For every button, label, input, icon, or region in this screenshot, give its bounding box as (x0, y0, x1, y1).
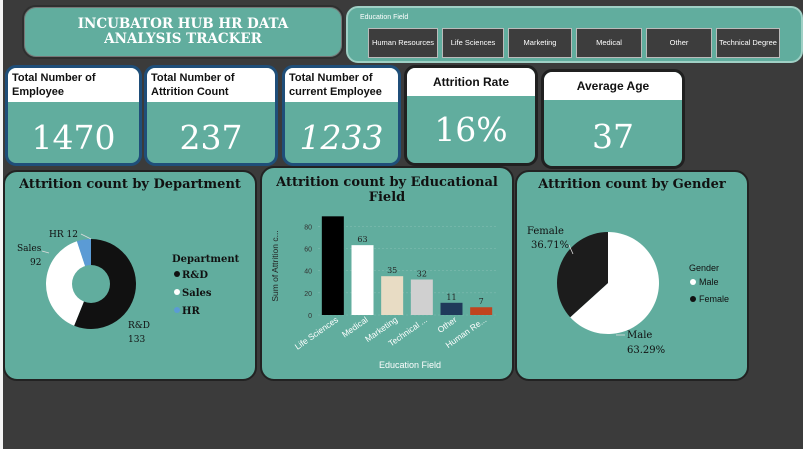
pie-slice-male[interactable] (570, 232, 659, 334)
kpi-attrition-rate: Attrition Rate 16% (404, 65, 538, 166)
kpi-value: 1233 (299, 118, 384, 157)
slicer-option-life-sciences[interactable]: Life Sciences (442, 28, 504, 58)
gender-chart-title: Attrition count by Gender (538, 177, 726, 192)
y-tick-label: 60 (304, 246, 312, 253)
bar-human-re[interactable] (470, 307, 493, 315)
slicer-option-human-resources[interactable]: Human Resources (368, 28, 438, 58)
slicer-option-other[interactable]: Other (646, 28, 712, 58)
dashboard-title-text: INCUBATOR HUB HR DATA ANALYSIS TRACKER (77, 16, 289, 47)
department-chart-panel: Attrition count by Department HR 12 Sale… (3, 170, 257, 381)
bar-data-label: 11 (446, 293, 456, 302)
kpi-label: Total Number of Employee (8, 68, 139, 102)
x-tick-label: Other (435, 314, 458, 334)
bar-data-label: 32 (417, 270, 427, 279)
gender-legend-title: Gender (689, 263, 719, 273)
legend-label-female: Female (699, 294, 729, 304)
kpi-attrition-count: Total Number of Attrition Count 237 (144, 65, 278, 166)
gender-label-male-name: Male (627, 330, 652, 341)
kpi-value: 16% (434, 110, 508, 149)
dashboard-title: INCUBATOR HUB HR DATA ANALYSIS TRACKER (22, 5, 344, 59)
dept-legend-title: Department (172, 254, 240, 265)
kpi-value: 1470 (31, 118, 116, 157)
legend-label-male: Male (699, 277, 719, 287)
legend-dot-male (690, 279, 696, 285)
kpi-label: Total Number of current Employee (285, 68, 398, 102)
kpi-label: Total Number of Attrition Count (147, 68, 275, 102)
bar-life-sciences[interactable] (321, 216, 344, 315)
y-tick-label: 0 (308, 313, 312, 320)
slicer-option-marketing[interactable]: Marketing (508, 28, 572, 58)
bar-technical[interactable] (410, 279, 433, 315)
legend-label-rd: R&D (182, 270, 208, 281)
edu-x-axis-label: Education Field (379, 360, 441, 370)
kpi-label: Attrition Rate (407, 68, 535, 96)
gender-label-female-name: Female (527, 226, 564, 237)
kpi-value: 237 (179, 118, 243, 157)
kpi-average-age: Average Age 37 (541, 69, 685, 169)
left-edge-bar (0, 0, 3, 449)
donut-hole (72, 265, 110, 303)
gender-label-female-value: 36.71% (531, 240, 569, 251)
kpi-value: 37 (592, 117, 634, 156)
legend-dot-hr (174, 307, 180, 313)
legend-label-sales: Sales (182, 288, 212, 299)
gender-pie-chart: Female 36.71% Male 63.29% Gender Male Fe… (527, 226, 729, 356)
dept-label-sales-name: Sales (17, 244, 42, 254)
legend-dot-rd (174, 271, 180, 277)
edu-y-axis-label: Sum of Attrition c... (270, 230, 280, 301)
education-chart-title: Attrition count by Educational Field (262, 175, 512, 205)
pie-slice-sales[interactable] (46, 241, 91, 326)
x-tick-label: Life Sciences (293, 314, 340, 351)
legend-dot-sales (174, 289, 180, 295)
education-chart-panel: Attrition count by Educational Field 0 20… (260, 166, 514, 381)
legend-dot-female (690, 296, 696, 302)
dept-label-rd-name: R&D (128, 321, 150, 331)
education-field-slicer: Education Field Human Resources Life Sci… (346, 6, 803, 63)
kpi-current-employees: Total Number of current Employee 1233 (282, 65, 401, 166)
bar-medical[interactable] (351, 245, 374, 315)
y-tick-label: 40 (304, 269, 312, 276)
pie-slice-female[interactable] (557, 232, 608, 318)
dept-label-hr-name: HR (49, 230, 64, 240)
gender-label-male-value: 63.29% (627, 345, 665, 356)
department-chart-title: Attrition count by Department (19, 177, 241, 192)
kpi-total-employees: Total Number of Employee 1470 (5, 65, 142, 166)
bar-data-label: 7 (479, 297, 484, 306)
y-tick-label: 80 (304, 224, 312, 231)
bar-other[interactable] (440, 302, 463, 315)
kpi-label: Average Age (544, 72, 682, 100)
slicer-option-medical[interactable]: Medical (576, 28, 642, 58)
gender-chart-panel: Attrition count by Gender Female 36.71% … (515, 170, 749, 381)
bar-data-label: 63 (357, 235, 367, 244)
legend-label-hr: HR (182, 306, 200, 317)
svg-text:HR 12: HR 12 (49, 230, 78, 240)
dept-label-sales-value: 92 (30, 258, 41, 268)
bar-marketing[interactable] (381, 276, 404, 315)
slicer-option-technical-degree[interactable]: Technical Degree (716, 28, 780, 58)
dept-label-rd-value: 133 (128, 335, 145, 345)
bar-data-label: 35 (387, 266, 397, 275)
dept-label-hr-value: 12 (67, 230, 78, 240)
department-donut-chart: HR 12 Sales 92 R&D 133 Department R&D Sa… (17, 230, 240, 345)
y-tick-label: 20 (304, 291, 312, 298)
slicer-title: Education Field (360, 14, 409, 21)
education-chart-title-text: Attrition count by Educational Field (276, 175, 498, 205)
